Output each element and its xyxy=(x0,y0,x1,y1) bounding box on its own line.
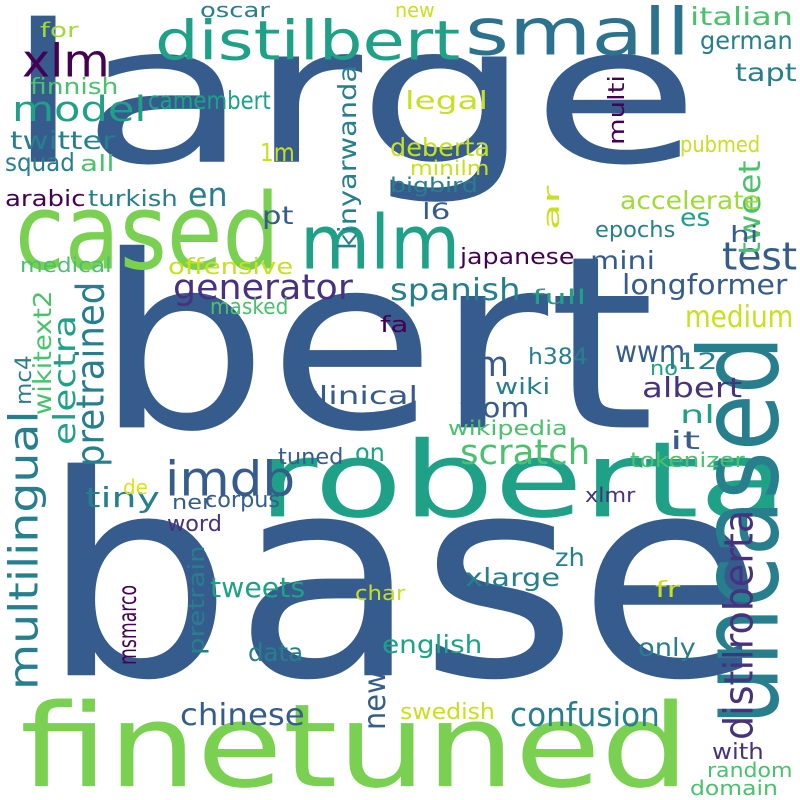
word-ner: ner xyxy=(172,489,212,515)
word-scratch: scratch xyxy=(460,431,591,473)
word-arabic: arabic xyxy=(5,184,86,212)
word-from: from xyxy=(460,391,530,425)
word-distilroberta: distilroberta xyxy=(715,509,764,740)
word-pretrain: pretrain xyxy=(182,545,210,655)
word-char: char xyxy=(355,580,406,606)
word-epochs: epochs xyxy=(595,215,676,243)
word-deberta: deberta xyxy=(390,132,490,163)
word-confusion: confusion xyxy=(510,696,660,735)
word-xlm: xlm xyxy=(22,35,110,89)
word-xlarge: xlarge xyxy=(465,562,561,593)
word-tuned: tuned xyxy=(278,442,344,470)
word-model: model xyxy=(12,88,147,130)
word-small: small xyxy=(465,0,691,71)
word-zh: zh xyxy=(555,542,585,573)
word-masked: masked xyxy=(210,292,289,320)
word-squad: squad xyxy=(5,147,75,178)
word-domain: domain xyxy=(690,775,778,800)
word-offensive: offensive xyxy=(168,252,294,280)
word-multilingual: multilingual xyxy=(0,410,49,690)
word-de: de xyxy=(123,474,148,500)
word-hi: hi xyxy=(730,220,759,248)
word-mlm: mlm xyxy=(300,198,461,287)
word-english: english xyxy=(382,629,483,660)
word-word: word xyxy=(167,509,222,537)
word-oscar: oscar xyxy=(200,0,270,23)
word-multi: multi xyxy=(602,75,630,145)
word-spanish: spanish xyxy=(390,271,521,308)
word-albert: albert xyxy=(642,371,743,405)
word-xlmr: xlmr xyxy=(585,482,636,508)
word-lm: lm xyxy=(466,343,510,385)
word-distilbert: distilbert xyxy=(155,9,461,74)
word-msmarco: msmarco xyxy=(112,584,143,665)
word-only: only xyxy=(638,632,696,663)
word-it: it xyxy=(670,425,701,456)
word-clinical: clinical xyxy=(300,380,418,411)
word-random: random xyxy=(707,757,793,783)
word-base: base xyxy=(40,417,765,742)
word-no: no xyxy=(650,355,678,381)
word-cased: cased xyxy=(15,170,280,294)
word-minilm: minilm xyxy=(410,155,490,181)
word-generator: generator xyxy=(173,266,353,308)
word-italian: italian xyxy=(690,1,794,32)
word-with: with xyxy=(712,737,764,765)
word-mc4: mc4 xyxy=(9,355,37,405)
word-test: test xyxy=(722,233,798,280)
word-nl: nl xyxy=(680,399,715,430)
word-es: es xyxy=(680,202,711,233)
word-1m: 1m xyxy=(260,137,295,168)
word-german: german xyxy=(700,25,793,56)
word-kinyarwanda: kinyarwanda xyxy=(332,64,363,250)
word-imdb: imdb xyxy=(165,450,296,508)
word-tapt: tapt xyxy=(735,57,797,88)
word-roberta: roberta xyxy=(258,418,788,542)
word-medical: medical xyxy=(20,252,112,278)
word-en: en xyxy=(188,176,228,215)
word-tiny: tiny xyxy=(85,481,160,515)
word-finetuned: finetuned xyxy=(20,680,690,800)
word-wiki: wiki xyxy=(495,372,551,400)
word-japanese: japanese xyxy=(460,242,575,270)
word-finnish: finnish xyxy=(30,72,119,100)
word-turkish: turkish xyxy=(88,184,178,212)
word-pt: pt xyxy=(262,200,294,231)
word-news: news xyxy=(356,655,393,730)
word-mini: mini xyxy=(590,245,655,276)
word-corpus: corpus xyxy=(205,485,280,513)
word-longformer: longformer xyxy=(622,268,788,302)
word-bigbird: bigbird xyxy=(390,172,478,198)
word-h384: h384 xyxy=(528,342,588,370)
word-l12: l12 xyxy=(668,347,718,375)
word-swedish: swedish xyxy=(400,697,495,725)
word-for: for xyxy=(40,17,79,43)
word-fa: fa xyxy=(380,310,409,338)
word-camembert: camembert xyxy=(148,85,271,116)
word-fr: fr xyxy=(655,575,681,603)
word-bert: bert xyxy=(95,205,656,485)
word-on: on xyxy=(355,437,385,468)
word-chinese: chinese xyxy=(180,696,305,733)
word-tweets: tweets xyxy=(210,571,306,605)
word-new: new xyxy=(395,0,435,23)
word-ar: ar xyxy=(537,185,565,230)
word-twitter: twitter xyxy=(10,125,116,156)
word-large: large xyxy=(5,0,701,208)
word-wikipedia: wikipedia xyxy=(448,415,568,441)
word-tokenizer: tokenizer xyxy=(630,447,745,473)
word-medium: medium xyxy=(685,298,794,335)
word-data: data xyxy=(248,637,304,668)
word-l6: l6 xyxy=(422,197,451,225)
word-wwm: wwm xyxy=(615,333,686,370)
word-full: full xyxy=(532,284,587,310)
word-accelerate: accelerate xyxy=(620,185,761,216)
word-pubmed: pubmed xyxy=(680,130,761,158)
word-all: all xyxy=(80,149,115,177)
word-legal: legal xyxy=(405,85,489,116)
